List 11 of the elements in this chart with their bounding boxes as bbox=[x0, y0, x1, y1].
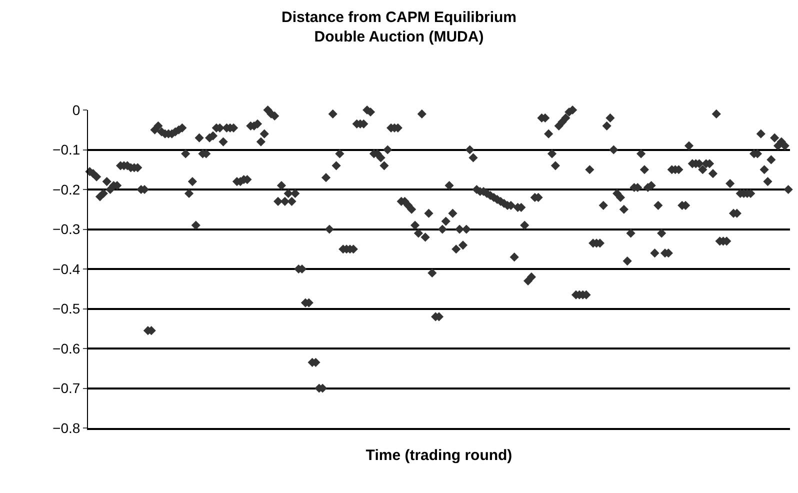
y-tick-label: −0.1 bbox=[52, 142, 80, 158]
y-tick-label: 0 bbox=[72, 102, 80, 118]
y-tick-label: −0.4 bbox=[52, 260, 80, 277]
y-tick-label: −0.3 bbox=[52, 221, 80, 238]
y-tick-label: −0.6 bbox=[52, 340, 80, 356]
chart-title: Distance from CAPM Equilibrium Double Auction (MUDA) bbox=[281, 9, 517, 46]
y-tick-label: −0.7 bbox=[52, 380, 80, 396]
y-tick-label: −0.8 bbox=[52, 420, 80, 436]
y-tick-label: −0.2 bbox=[52, 181, 80, 198]
x-axis-title: Time (trading round) bbox=[366, 447, 512, 464]
y-tick-label: −0.5 bbox=[52, 300, 80, 317]
